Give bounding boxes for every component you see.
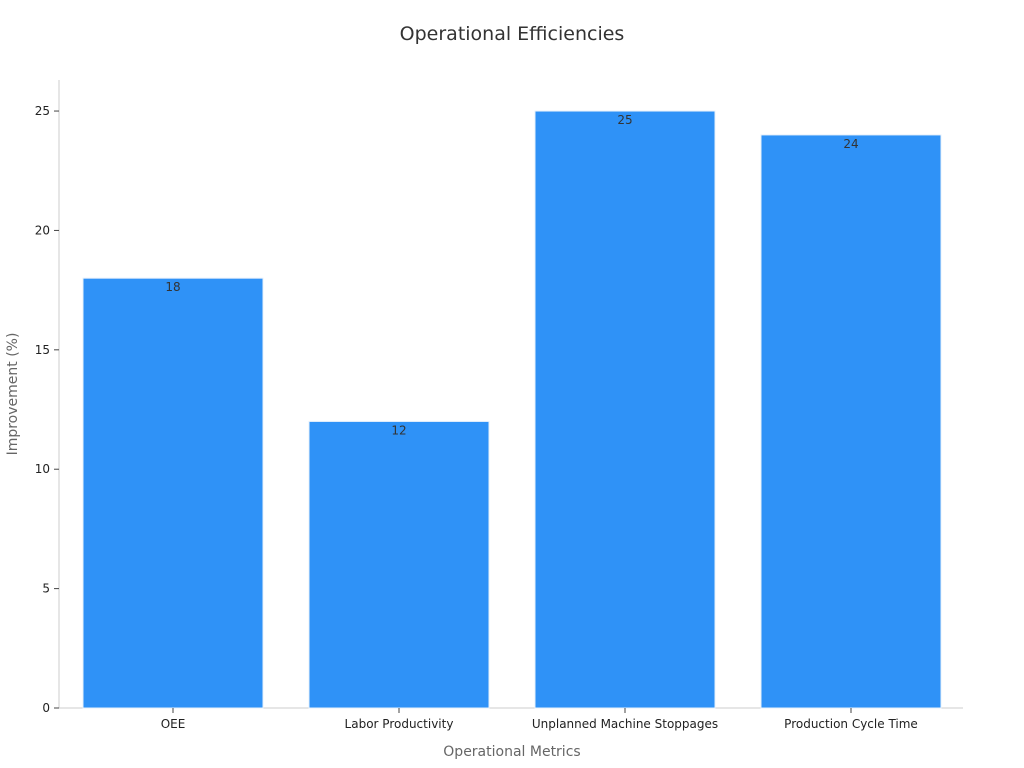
x-axis-label: Operational Metrics [443, 744, 580, 760]
bar [82, 277, 264, 709]
bar-value-label: 25 [617, 113, 632, 127]
x-axis-ticks: OEE Labor Productivity Unplanned Machine S… [161, 708, 918, 731]
y-tick-label: 10 [35, 462, 50, 476]
bar [308, 420, 490, 709]
bar [534, 110, 716, 709]
x-tick-label: Production Cycle Time [784, 717, 918, 731]
y-tick-label: 5 [42, 582, 50, 596]
bar-value-label: 18 [165, 280, 180, 294]
x-tick-label: Unplanned Machine Stoppages [532, 717, 718, 731]
x-tick-label: Labor Productivity [345, 717, 454, 731]
bars: 18 12 25 24 [82, 110, 942, 709]
bar-value-label: 24 [843, 137, 858, 151]
x-tick-label: OEE [161, 717, 186, 731]
bar [760, 134, 942, 709]
plot-area: 0 5 10 15 20 25 18 12 25 24 OEE Labor Productivit… [35, 80, 963, 731]
y-tick-label: 20 [35, 223, 50, 237]
chart-title: Operational Efficiencies [400, 23, 625, 45]
y-tick-label: 15 [35, 343, 50, 357]
y-tick-label: 25 [35, 104, 50, 118]
y-axis-label: Improvement (%) [5, 333, 21, 456]
bar-value-label: 12 [391, 423, 406, 437]
y-axis-ticks: 0 5 10 15 20 25 [35, 104, 59, 715]
y-tick-label: 0 [42, 701, 50, 715]
